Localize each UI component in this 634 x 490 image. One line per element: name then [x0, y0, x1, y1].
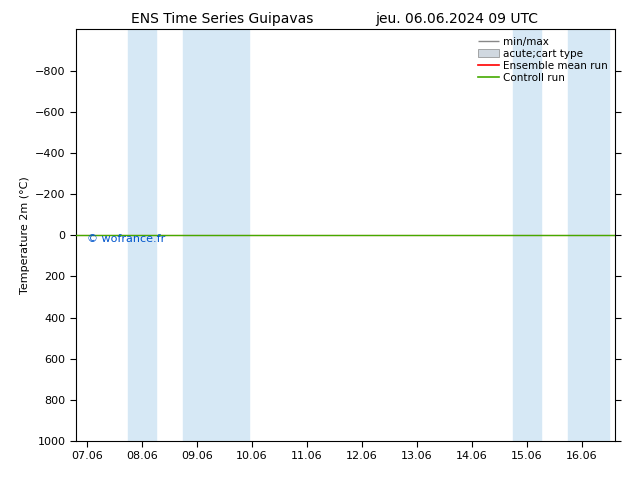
- Legend: min/max, acute;cart type, Ensemble mean run, Controll run: min/max, acute;cart type, Ensemble mean …: [474, 32, 612, 87]
- Text: © wofrance.fr: © wofrance.fr: [87, 234, 165, 245]
- Bar: [514, 29, 541, 441]
- Y-axis label: Temperature 2m (°C): Temperature 2m (°C): [20, 176, 30, 294]
- Text: jeu. 06.06.2024 09 UTC: jeu. 06.06.2024 09 UTC: [375, 12, 538, 26]
- Bar: [568, 29, 609, 441]
- Text: ENS Time Series Guipavas: ENS Time Series Guipavas: [131, 12, 313, 26]
- Bar: [183, 29, 249, 441]
- Bar: [128, 29, 156, 441]
